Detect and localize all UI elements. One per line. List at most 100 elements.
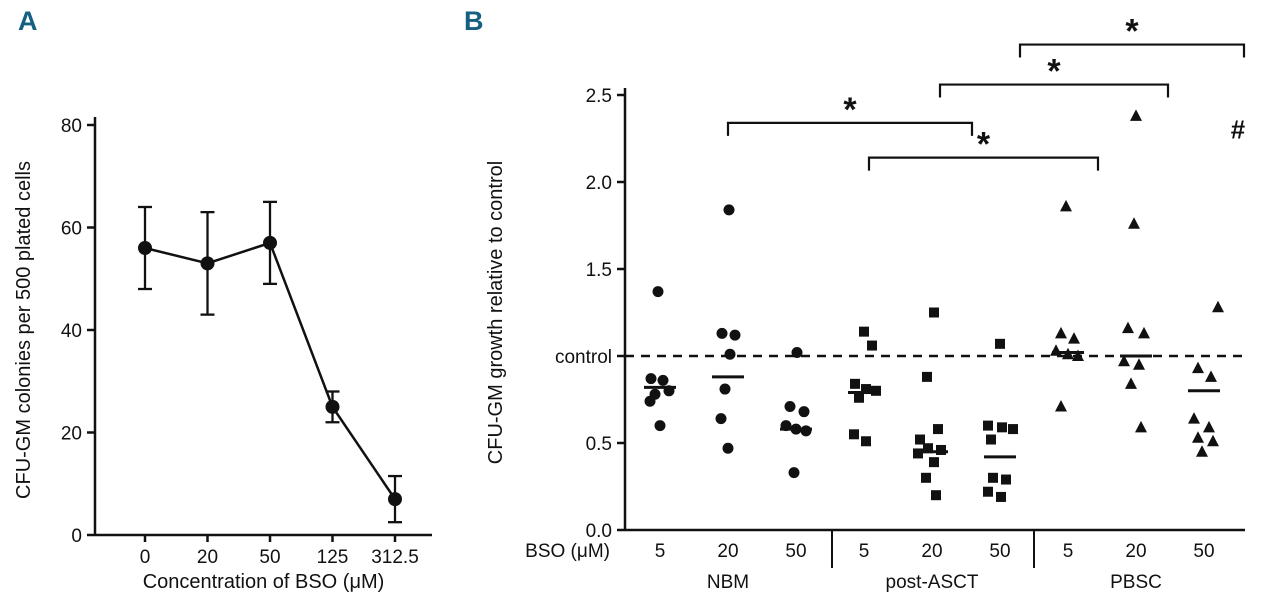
b-dose-tick-label: 5 xyxy=(1063,541,1074,562)
b-dose-tick-label: 20 xyxy=(1125,541,1146,562)
b-data-point-triangle xyxy=(1072,349,1084,361)
b-data-point-circle xyxy=(798,406,810,418)
b-data-point-triangle xyxy=(1207,434,1219,447)
b-data-point-square xyxy=(997,422,1007,433)
b-data-point-circle xyxy=(724,348,736,360)
b-data-point-square xyxy=(929,307,939,318)
significance-bracket xyxy=(867,156,1100,171)
b-data-point-triangle xyxy=(1128,217,1140,229)
b-data-point-square xyxy=(854,392,864,403)
a-y-tick-label: 80 xyxy=(61,116,82,137)
b-y-tick-label: control xyxy=(555,347,612,368)
b-data-point-circle xyxy=(645,373,657,385)
b-data-point-circle xyxy=(723,204,735,216)
a-x-tick-label: 20 xyxy=(197,547,218,568)
panel-b: B 0.0 0.5 control 1.5 2.0 2.5 5 20 50 5 20 50 5 20 50 N… xyxy=(460,0,1280,614)
b-data-point-circle xyxy=(784,400,796,412)
b-data-point-circle xyxy=(715,413,727,425)
b-data-point-circle xyxy=(729,329,741,341)
b-y-axis-label: CFU-GM growth relative to control xyxy=(485,161,507,464)
b-data-point-triangle xyxy=(1125,377,1137,389)
b-data-point-triangle xyxy=(1192,361,1204,374)
hash-annotation: # xyxy=(1231,115,1246,145)
significance-bracket xyxy=(726,121,974,136)
b-data-point-square xyxy=(931,490,941,501)
significance-asterisk: * xyxy=(843,91,857,129)
b-data-point-square xyxy=(983,420,993,431)
b-dose-tick-label: 5 xyxy=(655,541,666,562)
b-data-point-square xyxy=(861,384,871,395)
a-x-axis-label: Concentration of BSO (μM) xyxy=(143,571,385,593)
b-data-point-triangle xyxy=(1068,332,1080,344)
b-data-point-triangle xyxy=(1130,109,1142,121)
b-data-point-circle xyxy=(654,420,666,432)
b-data-point-square xyxy=(922,371,932,382)
a-y-tick-label: 40 xyxy=(61,321,82,342)
b-data-point-triangle xyxy=(1122,321,1134,334)
panel-a-label: A xyxy=(18,6,38,36)
b-data-point-square xyxy=(871,385,881,396)
b-data-point-square xyxy=(1008,424,1018,435)
b-data-point-circle xyxy=(788,467,800,479)
b-data-point-square xyxy=(933,424,943,435)
b-dose-tick-label: 50 xyxy=(989,541,1010,562)
a-data-point xyxy=(263,235,277,250)
b-y-tick-label: 2.0 xyxy=(586,173,612,194)
b-data-point-circle xyxy=(657,374,669,386)
b-dose-tick-label: 50 xyxy=(1193,541,1214,562)
panel-b-label: B xyxy=(464,6,484,36)
b-data-point-square xyxy=(983,486,993,497)
b-data-point-square xyxy=(995,338,1005,349)
b-data-point-square xyxy=(929,457,939,468)
b-data-point-square xyxy=(867,340,877,351)
b-data-point-square xyxy=(861,436,871,447)
a-y-tick-label: 20 xyxy=(61,424,82,445)
b-data-point-square xyxy=(850,378,860,389)
significance-asterisk: * xyxy=(977,126,991,164)
panel-a: A 0 20 40 60 80 0 20 50 125 312.5 Concentration of… xyxy=(0,0,452,614)
b-dose-tick-label: 50 xyxy=(785,541,806,562)
b-y-tick-label: 0.5 xyxy=(586,434,612,455)
a-data-point xyxy=(388,492,402,507)
b-data-point-triangle xyxy=(1205,370,1217,382)
b-data-point-triangle xyxy=(1138,326,1150,339)
a-x-tick-label: 125 xyxy=(317,547,349,568)
a-y-axis-label: CFU-GM colonies per 500 plated cells xyxy=(13,161,35,499)
b-data-point-square xyxy=(923,443,933,454)
b-data-point-circle xyxy=(716,327,728,339)
b-data-point-triangle xyxy=(1055,326,1067,339)
a-data-point xyxy=(200,256,215,271)
b-data-point-circle xyxy=(791,347,803,359)
a-data-point xyxy=(325,399,340,414)
b-data-point-circle xyxy=(652,286,664,298)
b-data-point-square xyxy=(915,434,925,445)
b-data-point-circle xyxy=(722,442,734,454)
a-y-tick-label: 0 xyxy=(71,526,82,547)
b-y-tick-label: 0.0 xyxy=(586,521,612,542)
b-data-point-square xyxy=(936,444,946,455)
b-axis-row-label: BSO (μM) xyxy=(525,541,610,562)
b-data-point-circle xyxy=(800,425,812,437)
b-y-tick-label: 1.5 xyxy=(586,260,612,281)
significance-bracket xyxy=(1018,43,1246,58)
b-data-point-circle xyxy=(644,395,656,407)
panel-b-chart: 0.0 0.5 control 1.5 2.0 2.5 5 20 50 5 20 50 5 20 50 NBM… xyxy=(485,13,1246,593)
b-data-point-square xyxy=(921,472,931,483)
a-data-point xyxy=(138,241,152,255)
b-data-point-triangle xyxy=(1133,358,1145,370)
b-data-point-square xyxy=(913,448,923,459)
significance-asterisk: * xyxy=(1125,13,1139,51)
b-data-point-triangle xyxy=(1050,344,1062,356)
a-x-tick-label: 312.5 xyxy=(371,547,419,568)
b-y-tick-label: 2.5 xyxy=(586,86,612,107)
a-x-tick-label: 50 xyxy=(259,547,280,568)
b-data-point-triangle xyxy=(1212,300,1224,313)
b-dose-tick-label: 20 xyxy=(717,541,738,562)
b-data-point-square xyxy=(996,491,1006,502)
b-data-point-square xyxy=(988,472,998,483)
b-data-point-triangle xyxy=(1118,354,1130,367)
b-source-label: PBSC xyxy=(1110,572,1162,593)
b-dose-tick-label: 20 xyxy=(921,541,942,562)
b-data-point-triangle xyxy=(1188,412,1200,424)
